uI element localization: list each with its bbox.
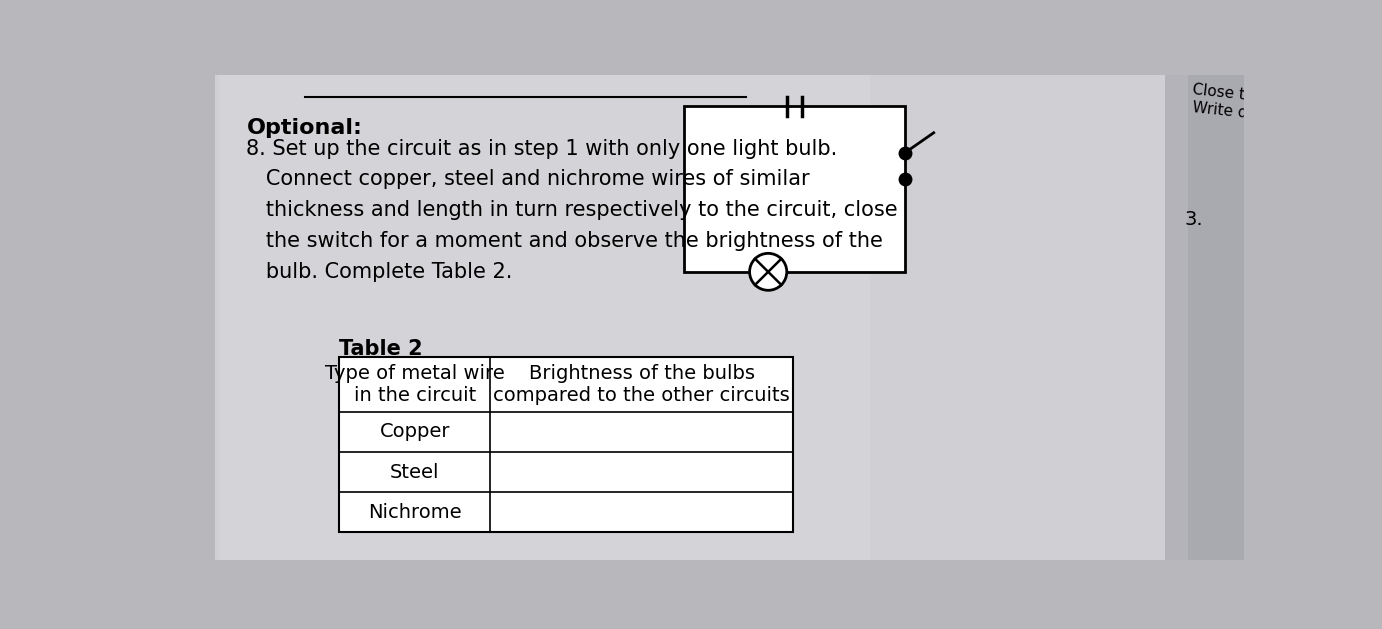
Bar: [340, 357, 793, 532]
Text: the switch for a moment and observe the brightness of the: the switch for a moment and observe the …: [246, 231, 883, 251]
Text: Brightness of the bulbs
compared to the other circuits: Brightness of the bulbs compared to the …: [493, 364, 791, 404]
Text: Table 2: Table 2: [340, 339, 423, 359]
Bar: [340, 357, 793, 532]
Text: Copper: Copper: [380, 423, 451, 442]
Polygon shape: [1165, 75, 1244, 560]
Text: Optional:: Optional:: [246, 118, 362, 138]
Text: bulb. Complete Table 2.: bulb. Complete Table 2.: [246, 262, 513, 282]
Text: 3.: 3.: [1184, 210, 1202, 229]
Polygon shape: [216, 75, 1189, 560]
Text: Connect copper, steel and nichrome wires of similar: Connect copper, steel and nichrome wires…: [246, 169, 810, 189]
Text: Write d: Write d: [1191, 100, 1248, 121]
Text: 8. Set up the circuit as in step 1 with only one light bulb.: 8. Set up the circuit as in step 1 with …: [246, 138, 837, 159]
Polygon shape: [220, 75, 871, 560]
Text: thickness and length in turn respectively to the circuit, close: thickness and length in turn respectivel…: [246, 200, 898, 220]
Text: Steel: Steel: [390, 462, 439, 482]
Circle shape: [749, 253, 788, 291]
Bar: [684, 106, 905, 272]
Text: Close the: Close the: [1191, 82, 1265, 104]
Bar: [684, 106, 905, 272]
Text: Type of metal wire
in the circuit: Type of metal wire in the circuit: [325, 364, 504, 404]
Text: Nichrome: Nichrome: [368, 503, 462, 521]
